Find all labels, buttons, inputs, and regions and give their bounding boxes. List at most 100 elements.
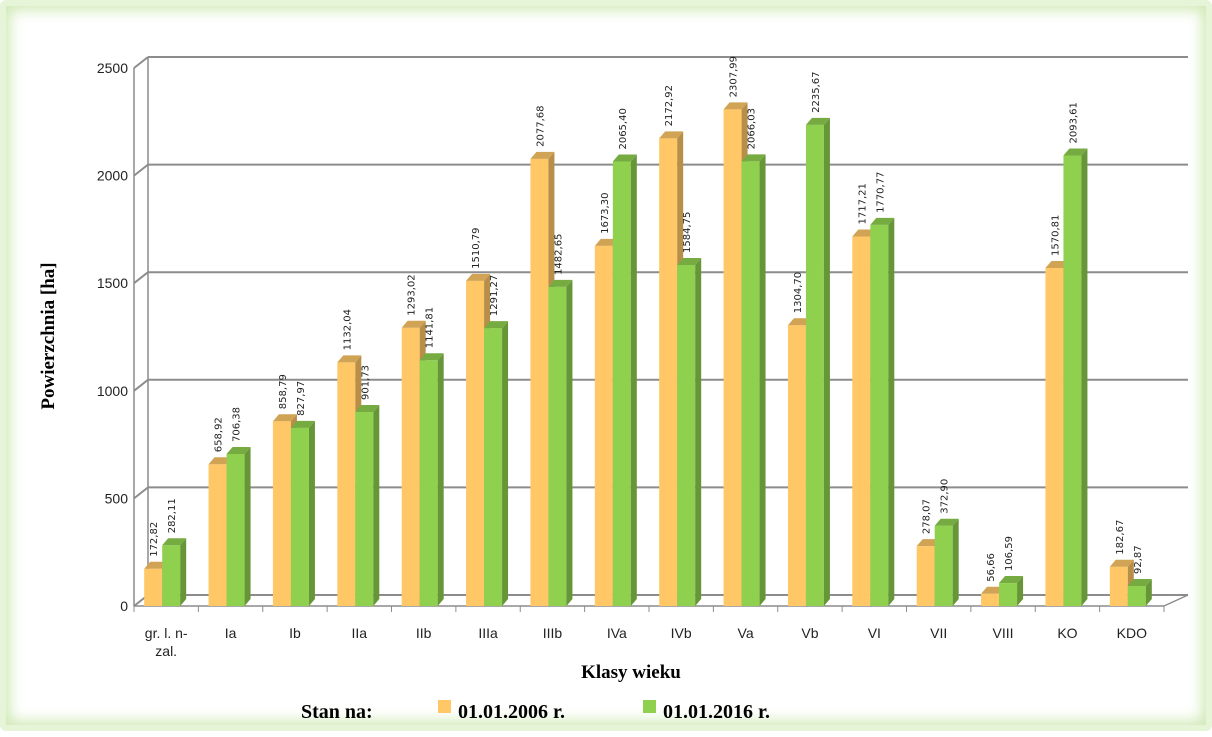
bar-top xyxy=(355,404,380,412)
bar-front xyxy=(1063,155,1082,606)
bar-front xyxy=(787,325,806,606)
bar-front xyxy=(162,545,181,606)
legend-label-2016: 01.01.2016 r. xyxy=(663,701,770,723)
data-labels-layer: 172,82 282,11 658,92 706,38 858,79 827,97 1132… xyxy=(149,56,1144,582)
data-label: 2077,68 xyxy=(535,106,546,147)
data-label: 2066,03 xyxy=(747,108,758,149)
data-label: 106,59 xyxy=(1004,536,1015,571)
bar xyxy=(162,538,187,606)
x-category-label: KDO xyxy=(1117,625,1147,641)
x-axis-title: Klasy wieku xyxy=(581,662,681,683)
data-label: 372,90 xyxy=(940,479,951,514)
bar-side xyxy=(373,404,380,606)
y-tick-label: 2000 xyxy=(97,168,128,184)
bar-front xyxy=(1127,586,1146,606)
x-category-label: VIII xyxy=(993,625,1014,641)
bar-top xyxy=(272,414,297,422)
bar-front xyxy=(677,264,696,606)
bar-front xyxy=(144,568,163,606)
bar-front xyxy=(741,161,760,606)
data-label: 278,07 xyxy=(922,499,933,534)
bar-front xyxy=(272,421,291,606)
bar-side xyxy=(502,321,509,606)
x-category-label: IVa xyxy=(607,625,627,641)
gridline-depth xyxy=(133,163,149,177)
data-label: 1132,04 xyxy=(342,309,353,350)
bar xyxy=(355,404,380,606)
x-category-label: VII xyxy=(930,625,947,641)
bar-top xyxy=(723,102,748,110)
bar-top xyxy=(337,355,362,363)
bar xyxy=(870,217,895,606)
bar-side xyxy=(759,154,766,606)
bar-top xyxy=(226,446,251,454)
x-category-label: Va xyxy=(738,625,754,641)
x-category-label: Ib xyxy=(289,625,301,641)
bar-front xyxy=(466,280,485,606)
bar-top xyxy=(870,217,895,225)
bar-front xyxy=(612,161,631,606)
bar-front xyxy=(226,453,245,606)
data-label: 901,73 xyxy=(360,365,371,400)
bar-front xyxy=(934,525,953,606)
data-label: 1293,02 xyxy=(407,274,418,315)
x-category-label: IIb xyxy=(416,625,432,641)
data-label: 1291,27 xyxy=(489,275,500,316)
bar-front xyxy=(594,245,613,607)
data-label: 282,11 xyxy=(167,498,178,533)
bar-front xyxy=(419,360,438,606)
data-label: 2235,67 xyxy=(811,72,822,113)
bar-front xyxy=(401,327,420,606)
bar-top xyxy=(290,420,315,428)
bar-front xyxy=(1045,267,1064,606)
bar-side xyxy=(566,279,573,606)
bar-front xyxy=(870,224,889,606)
bar-top xyxy=(548,279,573,287)
bar-side xyxy=(1081,148,1088,606)
legend-label-2006: 01.01.2006 r. xyxy=(458,701,565,723)
data-label: 658,92 xyxy=(214,417,225,452)
legend-swatch-2016 xyxy=(643,700,656,713)
x-category-label: Ia xyxy=(225,625,237,641)
bar-top xyxy=(1127,579,1152,587)
bar-top xyxy=(741,154,766,162)
bar-top xyxy=(1109,559,1134,567)
data-label: 858,79 xyxy=(278,374,289,409)
bar xyxy=(612,154,637,606)
bar-side xyxy=(180,538,187,606)
bar-top xyxy=(419,353,444,361)
bar-side xyxy=(308,420,315,606)
bar xyxy=(484,321,509,606)
bar xyxy=(1063,148,1088,606)
bar-front xyxy=(981,593,1000,606)
data-label: 1673,30 xyxy=(600,193,611,234)
bar-top xyxy=(677,257,702,265)
y-tick-label: 500 xyxy=(105,490,129,506)
x-category-label: KO xyxy=(1057,625,1077,641)
bar-front xyxy=(355,411,374,606)
bar-side xyxy=(437,353,444,606)
x-category-label: IIa xyxy=(352,625,368,641)
bar-front xyxy=(337,362,356,606)
bars-layer xyxy=(144,102,1152,607)
bar-front xyxy=(723,109,742,606)
y-tick-label: 1500 xyxy=(97,275,128,291)
data-label: 1510,79 xyxy=(471,228,482,269)
y-tick-label: 0 xyxy=(120,598,128,614)
bar-top xyxy=(612,154,637,162)
bar-top xyxy=(1063,148,1088,156)
bar-side xyxy=(630,154,637,606)
bar-side xyxy=(1145,579,1152,606)
bar-top xyxy=(659,131,684,139)
x-category-label: VI xyxy=(868,625,881,641)
bar-side xyxy=(695,257,702,606)
floor-edge xyxy=(1163,594,1189,607)
gridline-depth xyxy=(133,271,149,284)
x-category-label: IIIb xyxy=(543,625,563,641)
x-category-label: gr. l. n- xyxy=(145,625,188,641)
data-label: 1304,70 xyxy=(793,272,804,313)
bar xyxy=(1127,579,1152,606)
data-label: 2065,40 xyxy=(618,108,629,149)
gridline-depth xyxy=(133,486,149,500)
